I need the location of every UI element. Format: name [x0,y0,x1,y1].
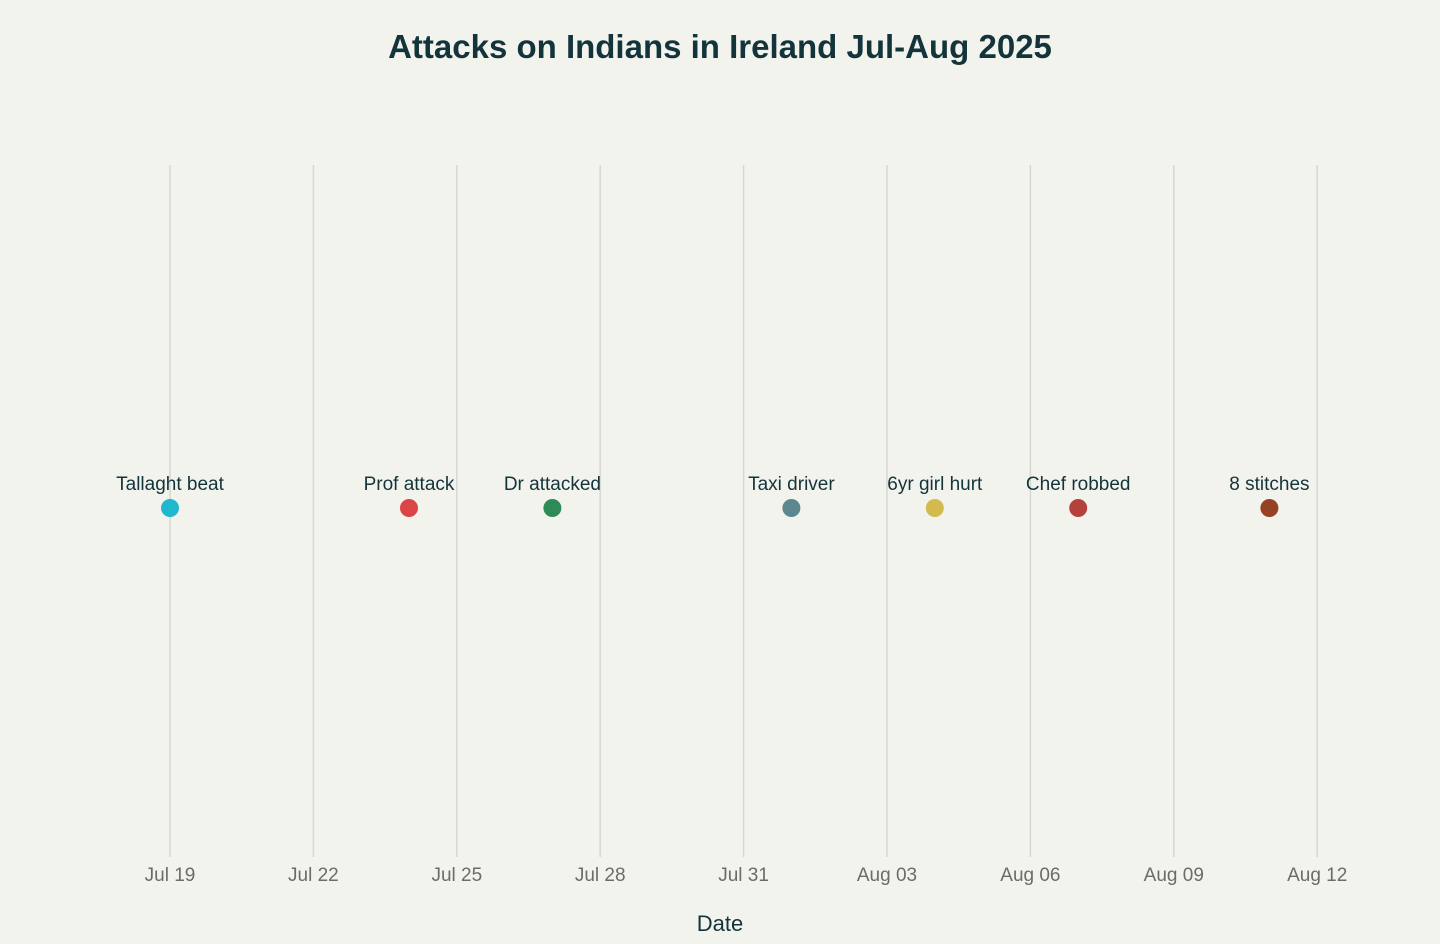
chart-title: Attacks on Indians in Ireland Jul-Aug 20… [388,28,1052,65]
data-point[interactable] [1069,499,1088,517]
x-tick-label: Aug 09 [1144,865,1204,886]
data-point[interactable] [543,499,562,517]
point-label: Dr attacked [504,474,601,495]
point-label: 8 stitches [1229,474,1309,495]
point-label: Chef robbed [1026,474,1131,495]
data-point[interactable] [782,499,801,517]
x-tick-label: Jul 31 [718,865,769,886]
data-point[interactable] [400,499,418,517]
x-tick-label: Jul 19 [145,865,196,886]
x-tick-label: Aug 03 [857,865,917,886]
point-label: Tallaght beat [116,474,224,495]
x-axis-ticks: Jul 19 Jul 22 Jul 25 Jul 28 Jul 31 Aug 03 Aug … [145,865,1348,886]
gridlines [169,165,1318,857]
x-tick-label: Aug 12 [1287,865,1347,886]
point-label: 6yr girl hurt [887,474,983,495]
x-tick-label: Jul 25 [431,865,482,886]
data-point[interactable] [161,499,179,517]
x-tick-label: Jul 22 [288,865,339,886]
data-point[interactable] [925,499,944,517]
point-label: Prof attack [364,474,455,495]
data-point[interactable] [1260,499,1279,517]
x-tick-label: Jul 28 [575,865,626,886]
x-axis-label: Date [697,911,743,936]
data-points: Tallaght beat Prof attack Dr attacked Taxi … [116,474,1310,517]
point-label: Taxi driver [748,474,835,495]
x-tick-label: Aug 06 [1000,865,1060,886]
